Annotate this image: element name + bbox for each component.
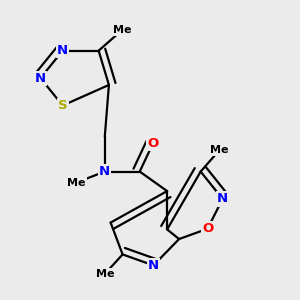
Text: Me: Me	[210, 145, 229, 155]
Text: O: O	[147, 137, 158, 150]
Text: N: N	[57, 44, 68, 57]
Text: N: N	[217, 193, 228, 206]
Text: N: N	[35, 72, 46, 85]
Text: Me: Me	[67, 178, 86, 188]
Text: Me: Me	[113, 25, 131, 35]
Text: S: S	[58, 99, 68, 112]
Text: O: O	[202, 222, 213, 235]
Text: N: N	[99, 165, 110, 178]
Text: N: N	[148, 259, 159, 272]
Text: Me: Me	[96, 269, 114, 279]
